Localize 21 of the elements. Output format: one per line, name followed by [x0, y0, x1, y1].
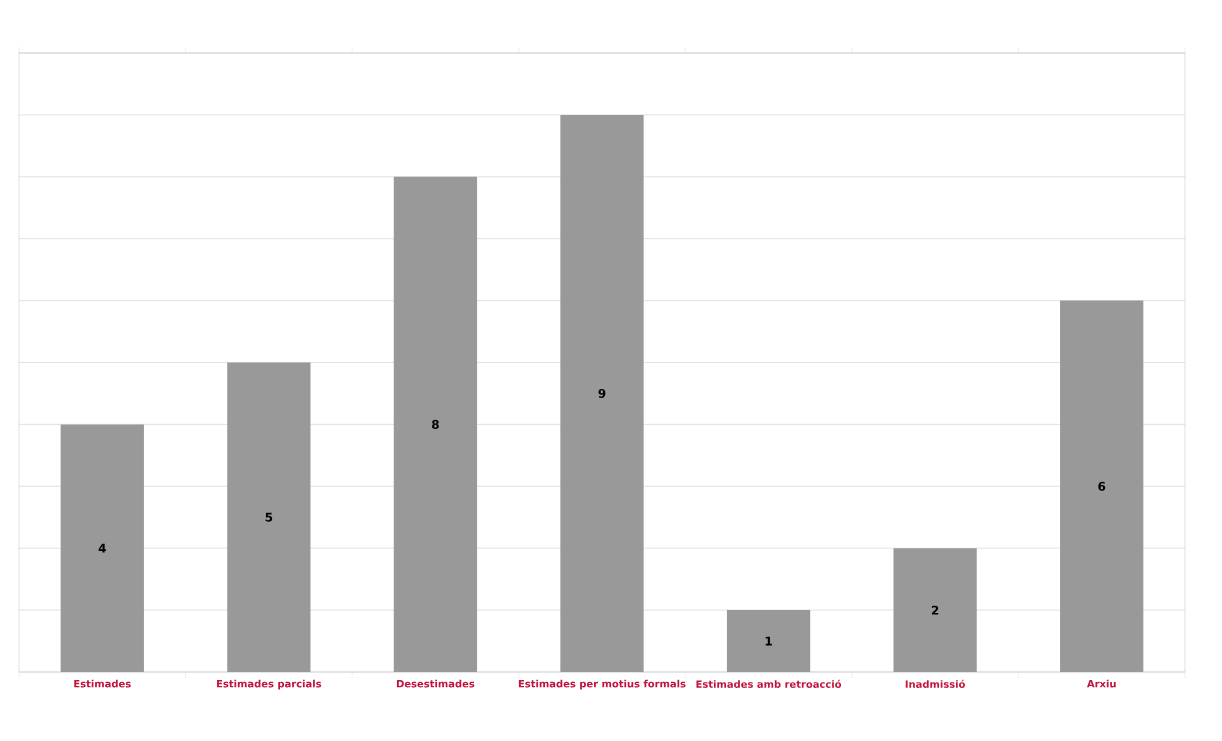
bar — [60, 424, 144, 672]
bar — [1060, 300, 1144, 672]
data-label: 4 — [98, 543, 106, 553]
x-tick-label: Arxiu — [1086, 679, 1116, 688]
x-tick-label: Estimades — [74, 679, 131, 688]
bar — [393, 176, 478, 672]
data-label: 9 — [598, 388, 606, 398]
bar — [893, 548, 977, 672]
x-tick-label: Estimades per motius formals — [518, 679, 686, 690]
bar — [227, 362, 311, 672]
x-tick-label: Inadmissió — [905, 679, 965, 688]
data-label: 6 — [1098, 481, 1106, 491]
data-label: 5 — [265, 512, 273, 522]
bar — [560, 114, 644, 672]
bar — [726, 610, 811, 672]
x-tick-label: Estimades parcials — [217, 679, 322, 690]
x-tick-label: Estimades amb retroacció — [696, 679, 842, 688]
data-label: 1 — [765, 636, 772, 646]
x-tick-label: Desestimades — [396, 679, 475, 688]
data-label: 8 — [432, 419, 439, 429]
data-label: 2 — [931, 605, 939, 615]
